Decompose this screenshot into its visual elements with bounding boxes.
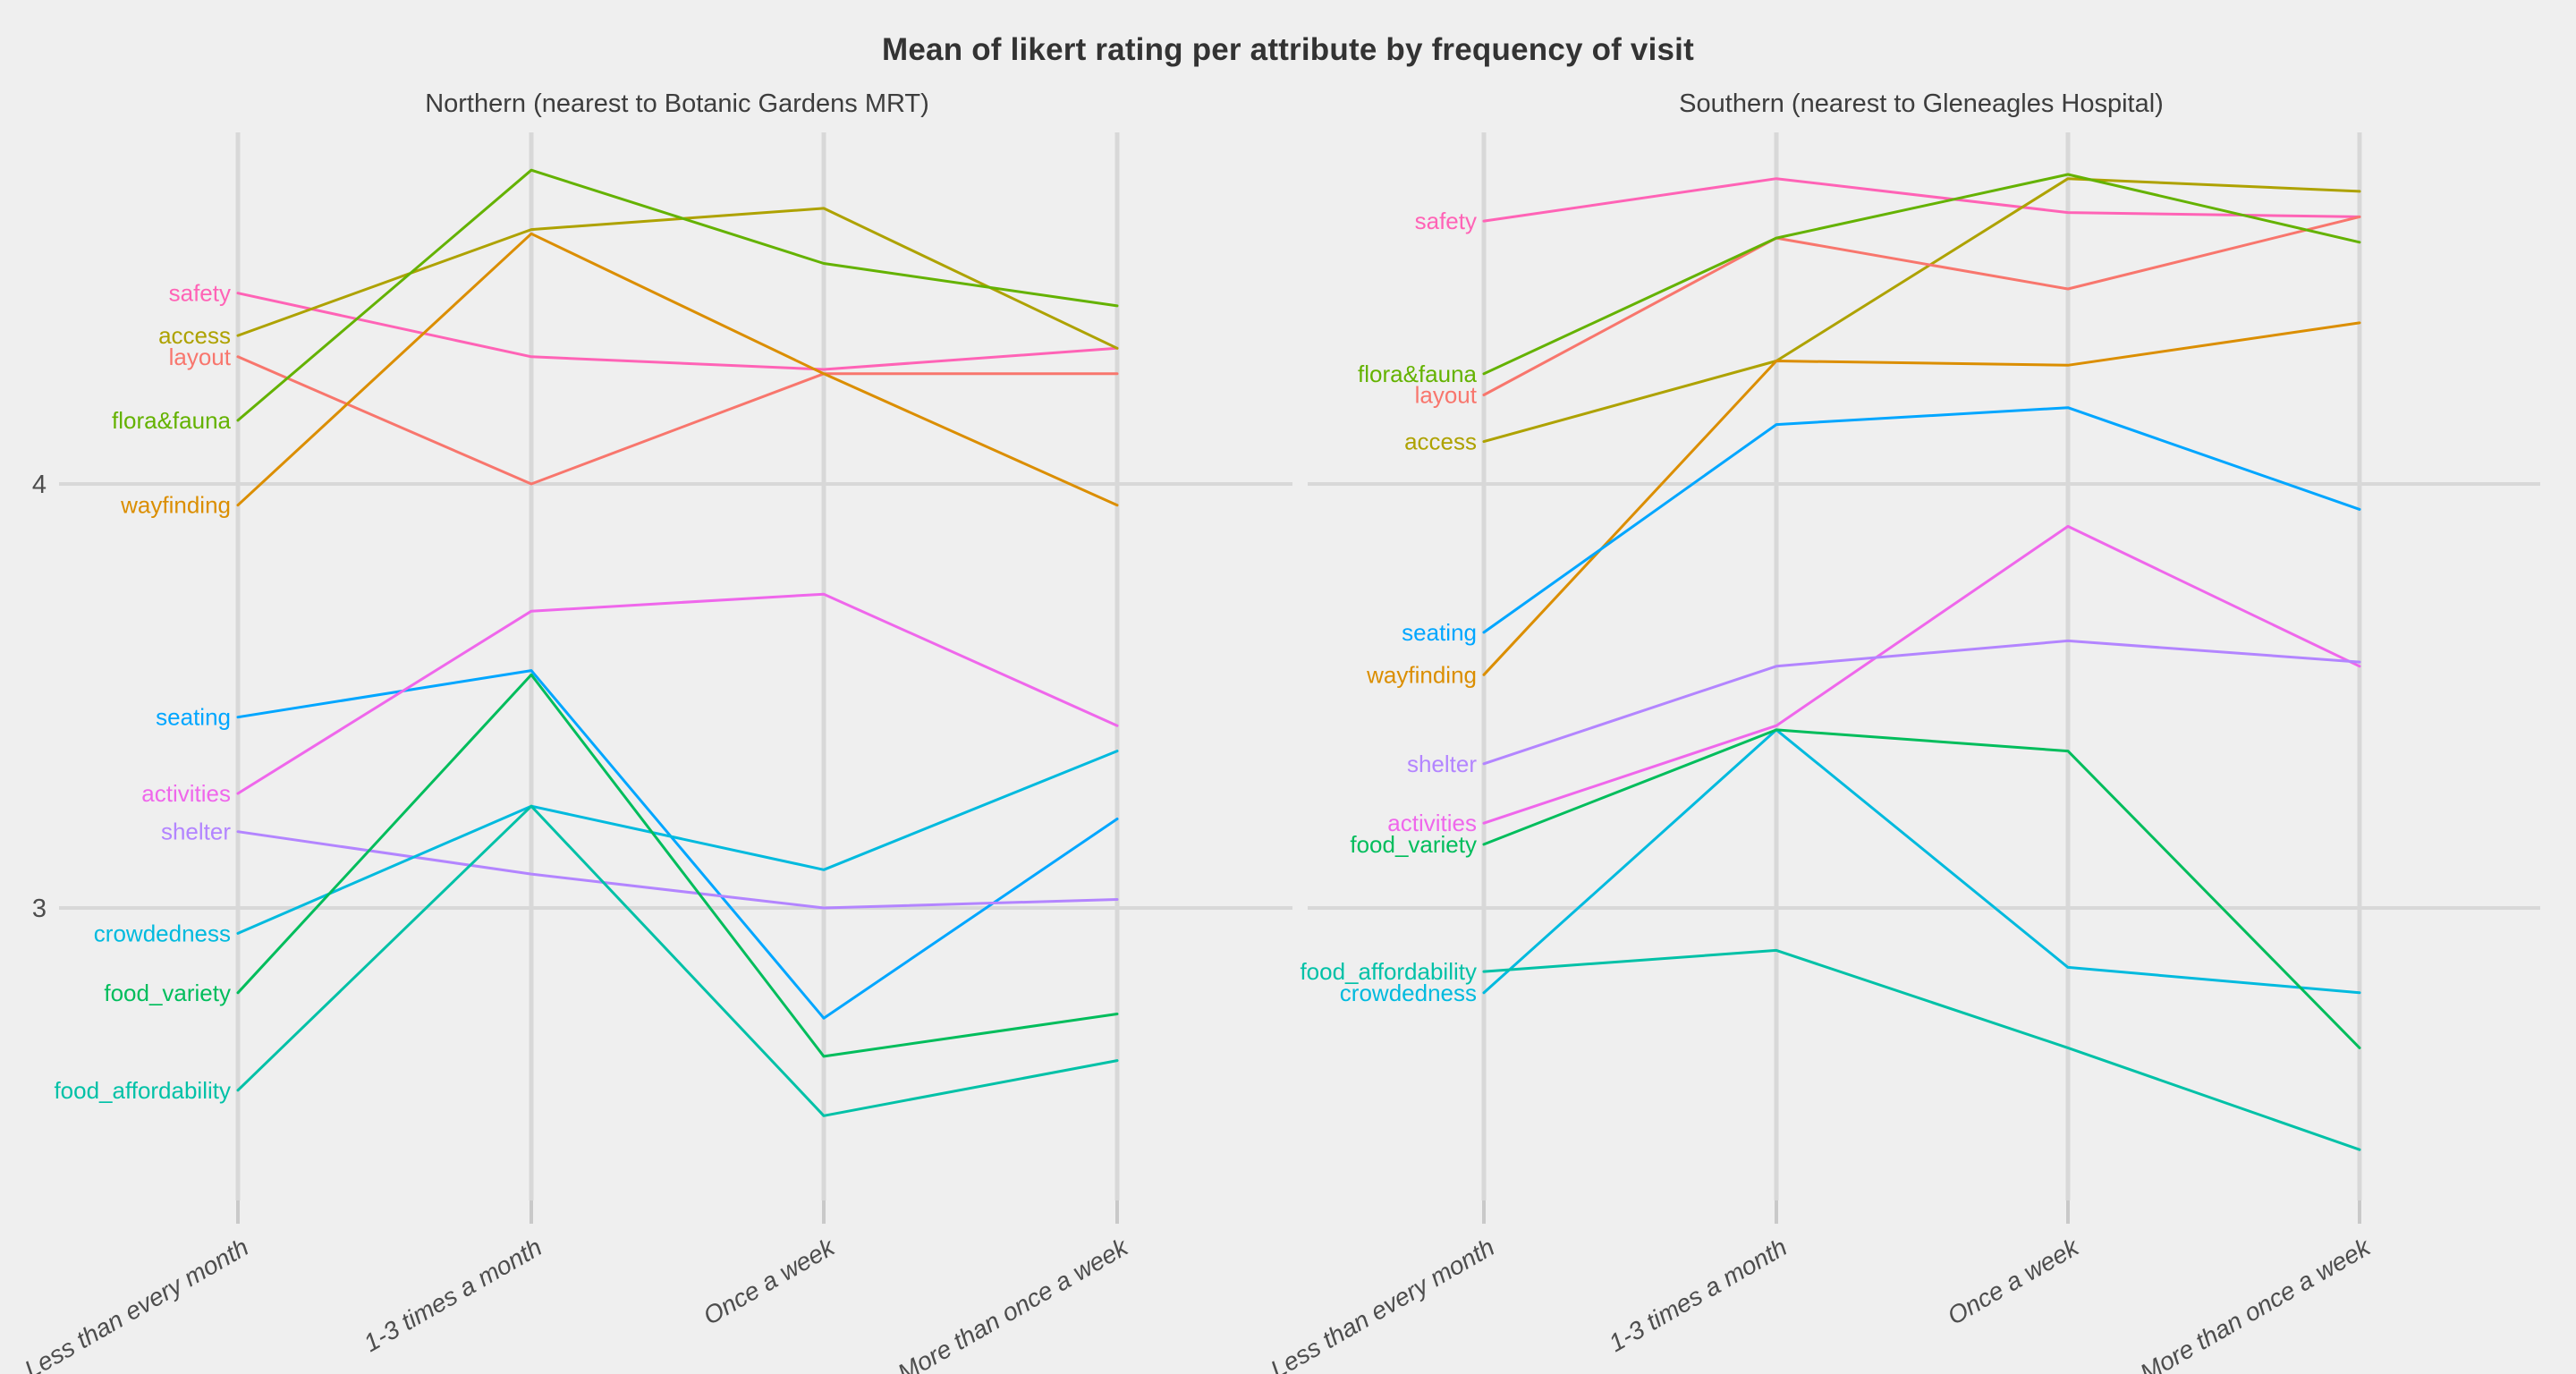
x-tick-label: 1-3 times a month — [359, 1233, 547, 1357]
series-line-layout — [236, 355, 1119, 486]
series-line-food_affordability — [236, 804, 1119, 1117]
series-line-flora&fauna — [236, 168, 1119, 422]
series-line-access — [236, 207, 1119, 350]
chart-title: Mean of likert rating per attribute by f… — [882, 32, 1694, 67]
series-label-access: access — [158, 322, 231, 349]
series-line-access — [1482, 177, 2361, 444]
series-label-shelter: shelter — [161, 818, 231, 845]
series-line-activities — [1482, 524, 2361, 825]
series-line-food_variety — [1482, 728, 2361, 1049]
series-label-crowdedness: crowdedness — [1340, 980, 1477, 1006]
series-label-access: access — [1404, 428, 1477, 455]
series-label-safety: safety — [1415, 208, 1477, 234]
series-line-food_affordability — [1482, 948, 2361, 1151]
series-label-seating: seating — [1402, 619, 1477, 646]
y-tick-label-3: 3 — [32, 895, 47, 923]
series-label-activities: activities — [1387, 810, 1477, 836]
series-label-safety: safety — [169, 280, 231, 307]
series-label-wayfinding: wayfinding — [1366, 661, 1477, 688]
x-tick-label: Once a week — [699, 1232, 841, 1330]
series-line-seating — [236, 669, 1119, 1020]
series-label-crowdedness: crowdedness — [94, 920, 231, 946]
x-tick-label: Less than every month — [20, 1233, 253, 1374]
series-label-food_variety: food_variety — [1350, 831, 1477, 858]
series-line-shelter — [1482, 639, 2361, 766]
x-tick-label: Less than every month — [1266, 1233, 1499, 1374]
facet-title-northern: Northern (nearest to Botanic Gardens MRT… — [425, 89, 929, 118]
x-tick-label: More than once a week — [893, 1232, 1133, 1374]
series-line-crowdedness — [1482, 728, 2361, 995]
x-tick-label: 1-3 times a month — [1604, 1233, 1792, 1357]
series-label-food_affordability: food_affordability — [1300, 958, 1477, 985]
series-label-shelter: shelter — [1407, 751, 1477, 777]
series-line-food_variety — [236, 673, 1119, 1058]
series-label-seating: seating — [156, 704, 231, 731]
series-line-shelter — [236, 830, 1119, 910]
series-label-layout: layout — [169, 344, 232, 370]
x-tick-label: Once a week — [1943, 1232, 2085, 1330]
series-line-safety — [1482, 177, 2361, 223]
series-line-wayfinding — [236, 232, 1119, 507]
series-label-food_variety: food_variety — [104, 980, 231, 1006]
y-tick-label-4: 4 — [32, 471, 47, 499]
series-line-seating — [1482, 406, 2361, 634]
series-line-flora&fauna — [1482, 173, 2361, 376]
series-line-activities — [236, 592, 1119, 795]
series-label-flora&fauna: flora&fauna — [1358, 360, 1478, 387]
x-tick-label: More than once a week — [2135, 1232, 2376, 1374]
series-label-layout: layout — [1415, 381, 1478, 408]
series-line-crowdedness — [236, 750, 1119, 935]
series-line-layout — [1482, 215, 2361, 396]
series-line-safety — [236, 292, 1119, 371]
series-label-food_affordability: food_affordability — [54, 1077, 231, 1104]
series-label-flora&fauna: flora&fauna — [112, 407, 232, 434]
series-label-activities: activities — [141, 780, 231, 807]
facet-title-southern: Southern (nearest to Gleneagles Hospital… — [1679, 89, 2164, 118]
series-label-wayfinding: wayfinding — [120, 492, 231, 519]
series-line-wayfinding — [1482, 321, 2361, 676]
